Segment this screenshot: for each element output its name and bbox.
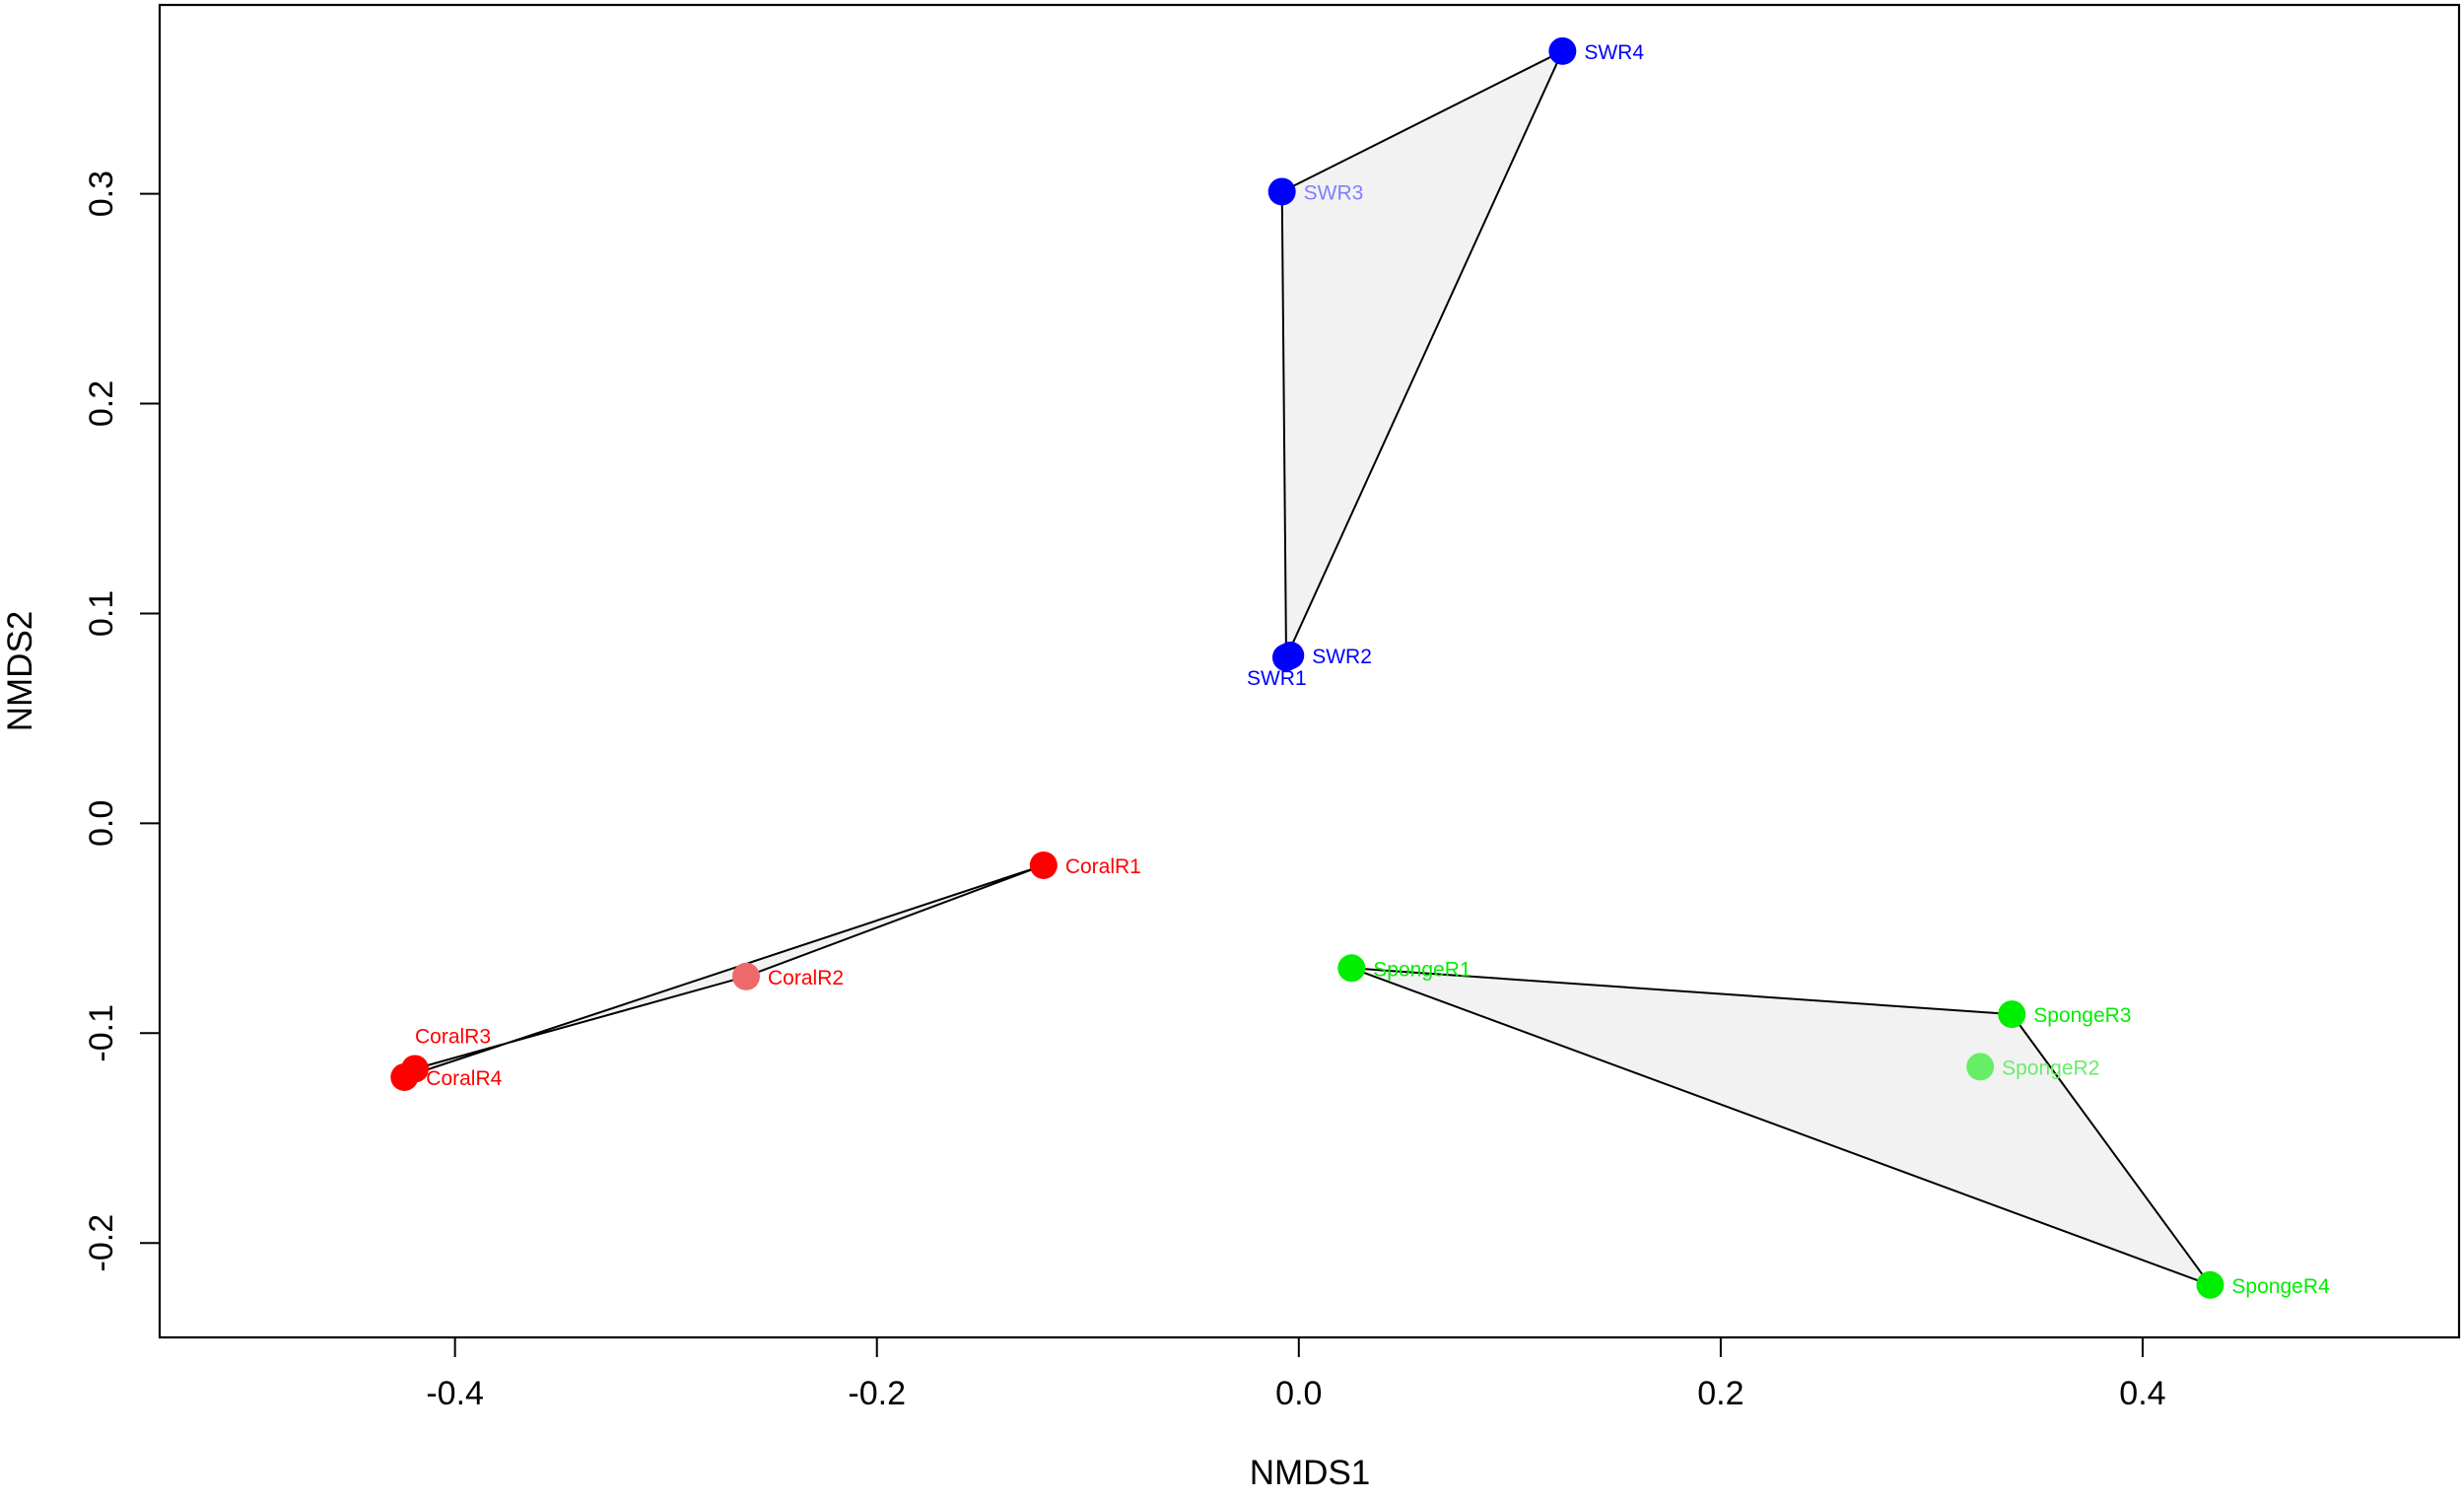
label-coralr4: CoralR4	[426, 1067, 502, 1090]
label-swr1: SWR1	[1247, 667, 1307, 690]
label-sponger4: SpongeR4	[2231, 1275, 2330, 1298]
hull-sponge	[1350, 967, 2212, 1286]
y-tick-label--0-2: -0.2	[83, 1214, 120, 1272]
y-axis: -0.2 -0.1 0.0 0.1 0.2 0.3	[83, 171, 161, 1272]
point-coralr1	[1029, 851, 1058, 879]
label-coralr3: CoralR3	[415, 1025, 491, 1048]
point-coralr4	[390, 1062, 419, 1091]
x-tick-label-0-2: 0.2	[1697, 1375, 1744, 1412]
y-axis-title: NMDS2	[1, 611, 39, 732]
point-sponger3	[1998, 1000, 2026, 1029]
x-tick-label-0-0: 0.0	[1275, 1375, 1322, 1412]
point-sponger2	[1966, 1053, 1995, 1081]
point-sponger4	[2196, 1270, 2224, 1299]
label-swr4: SWR4	[1584, 41, 1644, 64]
label-coralr2: CoralR2	[768, 967, 844, 989]
label-sponger1: SpongeR1	[1373, 958, 1471, 981]
y-tick-label-0-3: 0.3	[83, 171, 120, 217]
y-tick-label-0-1: 0.1	[83, 590, 120, 637]
label-sponger3: SpongeR3	[2033, 1004, 2131, 1027]
hull-coral	[403, 863, 1045, 1078]
x-tick-label-0-4: 0.4	[2119, 1375, 2165, 1412]
point-swr4	[1548, 36, 1577, 65]
x-tick-label--0-2: -0.2	[848, 1375, 906, 1412]
point-layer	[390, 36, 2224, 1299]
x-axis-title: NMDS1	[1250, 1454, 1371, 1492]
label-coralr1: CoralR1	[1065, 855, 1141, 878]
label-swr2: SWR2	[1312, 646, 1372, 668]
y-tick-label--0-1: -0.1	[83, 1004, 120, 1062]
y-tick-label-0-2: 0.2	[83, 380, 120, 427]
y-tick-label-0-0: 0.0	[83, 800, 120, 847]
x-axis: -0.4 -0.2 0.0 0.2 0.4	[426, 1336, 2166, 1412]
x-tick-label--0-4: -0.4	[426, 1375, 484, 1412]
label-swr3: SWR3	[1304, 181, 1364, 204]
point-swr2	[1276, 642, 1305, 670]
point-swr3	[1267, 177, 1296, 206]
point-sponger1	[1337, 954, 1366, 983]
hull-sw	[1280, 49, 1564, 659]
point-coralr2	[732, 962, 761, 990]
label-sponger2: SpongeR2	[2002, 1057, 2099, 1079]
hull-layer	[403, 49, 2212, 1286]
